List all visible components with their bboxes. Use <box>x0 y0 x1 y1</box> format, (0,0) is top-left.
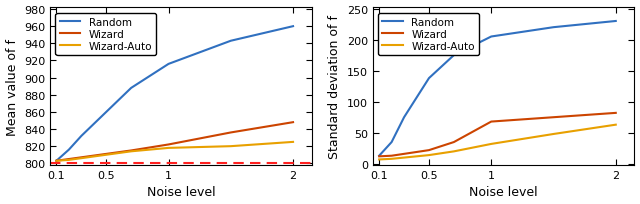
Wizard <box>450 141 458 144</box>
Wizard-Auto <box>388 158 396 160</box>
Wizard-Auto <box>77 157 85 160</box>
Random <box>375 155 383 157</box>
Random <box>450 55 458 57</box>
Wizard <box>164 144 172 146</box>
Random <box>77 135 85 137</box>
Line: Wizard: Wizard <box>56 123 293 161</box>
Wizard <box>65 158 73 161</box>
Line: Wizard: Wizard <box>379 113 616 156</box>
Wizard <box>400 153 408 155</box>
Random <box>488 36 495 39</box>
Wizard <box>550 116 557 119</box>
Wizard-Auto <box>612 124 620 126</box>
Wizard <box>388 155 396 157</box>
Random <box>550 27 557 29</box>
Random <box>102 111 110 114</box>
Line: Random: Random <box>379 22 616 156</box>
Wizard-Auto <box>450 150 458 153</box>
Line: Random: Random <box>56 27 293 161</box>
Wizard-Auto <box>127 150 135 153</box>
Legend: Random, Wizard, Wizard-Auto: Random, Wizard, Wizard-Auto <box>56 13 156 56</box>
Wizard <box>52 160 60 162</box>
Wizard-Auto <box>164 147 172 149</box>
Wizard-Auto <box>400 157 408 159</box>
Wizard <box>102 153 110 155</box>
Random <box>227 40 235 43</box>
Random <box>388 141 396 144</box>
Wizard <box>488 121 495 123</box>
Wizard-Auto <box>102 154 110 156</box>
X-axis label: Noise level: Noise level <box>147 185 215 198</box>
Random <box>164 63 172 66</box>
Wizard <box>127 150 135 152</box>
Y-axis label: Standard deviation of f: Standard deviation of f <box>328 15 341 158</box>
Wizard <box>375 155 383 158</box>
Random <box>400 116 408 119</box>
Random <box>289 26 297 28</box>
Line: Wizard-Auto: Wizard-Auto <box>56 142 293 161</box>
Wizard <box>425 149 433 152</box>
Random <box>127 87 135 90</box>
X-axis label: Noise level: Noise level <box>469 185 538 198</box>
Wizard-Auto <box>52 160 60 162</box>
Wizard-Auto <box>488 143 495 145</box>
Line: Wizard-Auto: Wizard-Auto <box>379 125 616 160</box>
Wizard-Auto <box>289 141 297 143</box>
Random <box>425 78 433 80</box>
Y-axis label: Mean value of f: Mean value of f <box>6 39 19 135</box>
Random <box>65 149 73 151</box>
Legend: Random, Wizard, Wizard-Auto: Random, Wizard, Wizard-Auto <box>378 13 479 56</box>
Wizard <box>77 156 85 159</box>
Wizard-Auto <box>65 159 73 161</box>
Wizard <box>227 132 235 134</box>
Wizard-Auto <box>375 159 383 161</box>
Wizard-Auto <box>227 145 235 148</box>
Wizard-Auto <box>425 154 433 156</box>
Wizard-Auto <box>550 133 557 135</box>
Random <box>52 160 60 162</box>
Wizard <box>289 121 297 124</box>
Random <box>612 21 620 23</box>
Wizard <box>612 112 620 114</box>
